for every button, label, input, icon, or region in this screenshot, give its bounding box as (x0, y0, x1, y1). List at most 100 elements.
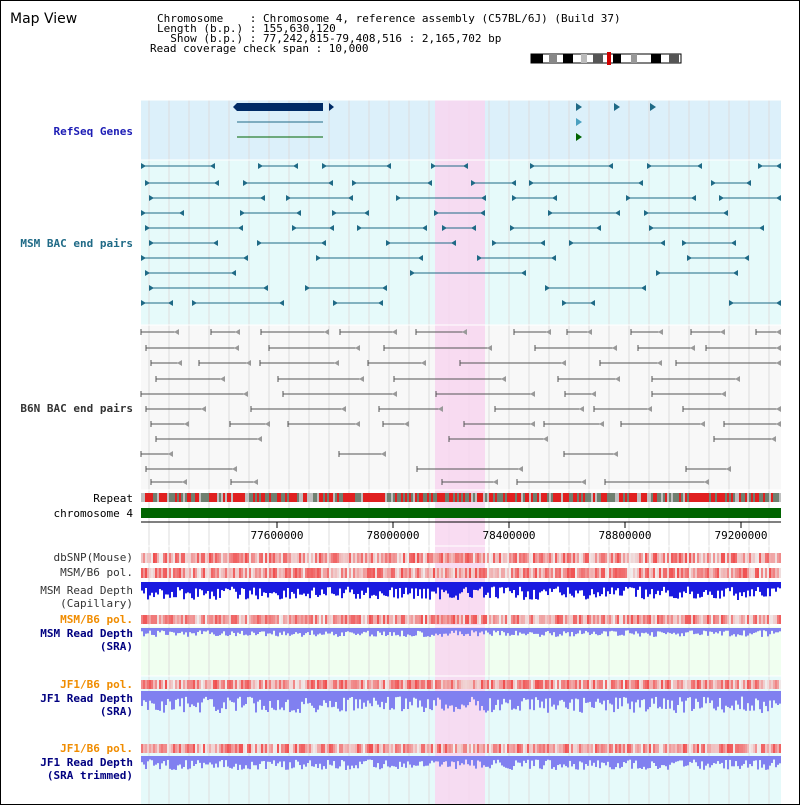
jf1-sra-depth-bar (551, 691, 553, 707)
msm-pol2-heat-cell (739, 615, 741, 624)
msm-cap-depth-bar (563, 582, 565, 595)
jf1-pol2-heat-cell (539, 744, 541, 753)
jf1-pol-heat-cell (651, 680, 653, 689)
msm-pol2-heat-cell (777, 615, 779, 624)
msm-cap-depth-bar (601, 582, 603, 595)
dbsnp-heat-cell (179, 553, 181, 563)
jf1-pol2-heat-cell (277, 744, 279, 753)
msm-pol-heat-cell (755, 568, 757, 578)
msm-sra-depth-bar (239, 628, 241, 634)
jf1-trim-depth-bar (339, 756, 341, 767)
jf1-trim-depth-bar (303, 756, 305, 765)
msm-pol-heat-cell (587, 568, 589, 578)
msm-cap-depth-bar (303, 582, 305, 594)
jf1-sra-depth-bar (643, 691, 645, 700)
msm-cap-depth-bar (337, 582, 339, 596)
jf1-pol-heat-cell (249, 680, 251, 689)
dbsnp-heat-cell (601, 553, 603, 563)
msm-pol2-heat-cell (275, 615, 277, 624)
repeat-segment (231, 493, 233, 502)
track-label-refseq[interactable]: RefSeq Genes (53, 125, 133, 138)
jf1-pol-heat-cell (215, 680, 217, 689)
msm-pol-heat-cell (571, 568, 573, 578)
msm-pol2-heat-cell (757, 615, 759, 624)
jf1-pol2-heat-cell (319, 744, 321, 753)
jf1-sra-depth-bar (337, 691, 339, 709)
jf1-pol2-heat-cell (579, 744, 581, 753)
track-label-msm-bac[interactable]: MSM BAC end pairs (20, 237, 133, 250)
msm-sra-depth-bar (545, 628, 547, 632)
msm-pol-heat-cell (311, 568, 313, 578)
msm-pol2-heat-cell (769, 615, 771, 624)
dbsnp-heat-cell (557, 553, 559, 563)
jf1-sra-depth-bar (727, 691, 729, 708)
jf1-trim-depth-bar (211, 756, 213, 765)
dbsnp-heat-cell (401, 553, 403, 563)
dbsnp-heat-cell (225, 553, 227, 563)
msm-cap-depth-bar (345, 582, 347, 590)
repeat-segment (777, 493, 779, 502)
msm-pol-heat-cell (551, 568, 553, 578)
track-label-b6n-bac[interactable]: B6N BAC end pairs (20, 402, 133, 415)
jf1-pol-heat-cell (271, 680, 273, 689)
jf1-trim-depth-bar (229, 756, 231, 768)
jf1-pol2-heat-cell (635, 744, 637, 753)
jf1-trim-depth-bar (279, 756, 281, 762)
jf1-sra-depth-bar (317, 691, 319, 710)
msm-pol2-heat-cell (365, 615, 367, 624)
msm-pol2-heat-cell (669, 615, 671, 624)
jf1-pol-heat-cell (311, 680, 313, 689)
jf1-trim-depth-bar (629, 756, 631, 760)
msm-cap-depth-bar (215, 582, 217, 600)
msm-cap-depth-bar (231, 582, 233, 587)
msm-pol2-heat-cell (175, 615, 177, 624)
msm-sra-depth-bar (687, 628, 689, 633)
repeat-segment (503, 493, 505, 502)
jf1-pol2-heat-cell (601, 744, 603, 753)
jf1-pol-heat-cell (285, 680, 287, 689)
msm-sra-depth-bar (305, 628, 307, 634)
msm-pol2-heat-cell (515, 615, 517, 624)
msm-bac-end (260, 195, 265, 201)
dbsnp-heat-cell (767, 553, 769, 563)
msm-pol-heat-cell (697, 568, 699, 578)
msm-pol2-heat-cell (243, 615, 245, 624)
jf1-trim-depth-bar (419, 756, 421, 762)
dbsnp-heat-cell (677, 553, 679, 563)
jf1-trim-depth-bar (591, 756, 593, 766)
msm-pol-heat-cell (751, 568, 753, 578)
msm-pol2-heat-cell (441, 615, 443, 624)
msm-pol2-heat-cell (489, 615, 491, 624)
jf1-trim-depth-bar (247, 756, 249, 769)
jf1-pol-heat-cell (349, 680, 351, 689)
msm-cap-depth-bar (481, 582, 483, 587)
jf1-sra-depth-bar (219, 691, 221, 713)
dbsnp-heat-cell (519, 553, 521, 563)
msm-pol2-heat-cell (435, 615, 437, 624)
jf1-pol2-heat-cell (653, 744, 655, 753)
jf1-pol2-heat-cell (491, 744, 493, 753)
repeat-segment (147, 493, 149, 502)
msm-pol-heat-cell (523, 568, 525, 578)
jf1-sra-depth-bar (679, 691, 681, 698)
msm-pol-heat-cell (437, 568, 439, 578)
jf1-pol-heat-cell (355, 680, 357, 689)
jf1-sra-depth-bar (255, 691, 257, 713)
jf1-pol-heat-cell (581, 680, 583, 689)
msm-cap-depth-bar (693, 582, 695, 599)
jf1-trim-depth-bar (733, 756, 735, 767)
jf1-sra-depth-bar (273, 691, 275, 710)
msm-pol2-heat-cell (613, 615, 615, 624)
jf1-pol-heat-cell (373, 680, 375, 689)
msm-pol-heat-cell (657, 568, 659, 578)
dbsnp-heat-cell (581, 553, 583, 563)
msm-cap-depth-bar (523, 582, 525, 600)
repeat-segment (305, 493, 307, 502)
jf1-pol2-heat-cell (573, 744, 575, 753)
jf1-sra-depth-bar (509, 691, 511, 700)
repeat-segment (607, 493, 609, 502)
msm-pol-heat-cell (185, 568, 187, 578)
jf1-pol2-heat-cell (473, 744, 475, 753)
msm-sra-depth-bar (453, 628, 455, 633)
